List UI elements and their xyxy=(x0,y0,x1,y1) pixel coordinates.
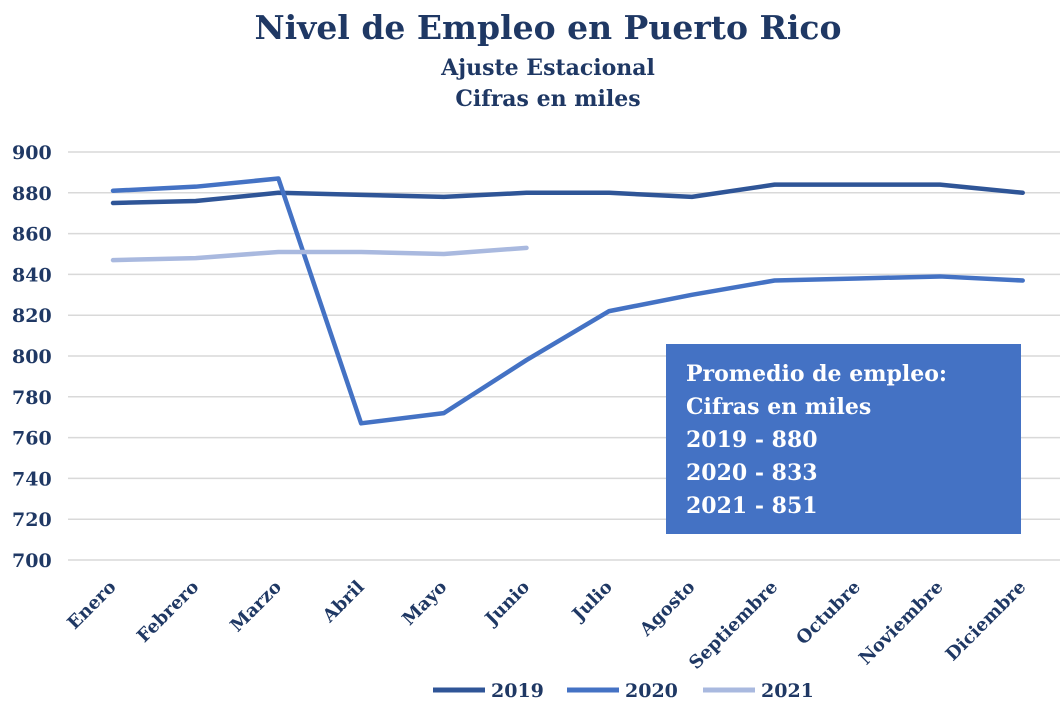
y-tick-label: 720 xyxy=(12,509,52,531)
series-lines xyxy=(110,176,1025,426)
legend-label-2020: 2020 xyxy=(625,680,678,702)
x-tick-label: Diciembre xyxy=(942,577,1031,666)
x-tick-label: Julio xyxy=(567,577,617,627)
y-tick-label: 880 xyxy=(12,183,52,205)
annotation-line-5: 2021 - 851 xyxy=(686,493,818,519)
x-tick-label: Agosto xyxy=(635,577,699,641)
chart-subtitle-1: Ajuste Estacional xyxy=(440,55,655,81)
y-tick-label: 780 xyxy=(12,387,52,409)
y-tick-label: 740 xyxy=(12,468,52,490)
series-line-2019 xyxy=(110,182,1025,206)
y-tick-label: 820 xyxy=(12,305,52,327)
annotation-line-2: Cifras en miles xyxy=(686,394,872,420)
annotation-line-1: Promedio de empleo: xyxy=(686,361,948,387)
legend-label-2021: 2021 xyxy=(761,680,814,702)
y-tick-label: 700 xyxy=(12,550,52,572)
y-tick-label: 900 xyxy=(12,142,52,164)
legend: 2019 2020 2021 xyxy=(433,680,814,702)
average-employment-box: Promedio de empleo: Cifras en miles 2019… xyxy=(666,344,1021,534)
y-axis-ticks: 700 720 740 760 780 800 820 840 860 880 900 xyxy=(12,142,52,572)
x-tick-label: Noviembre xyxy=(855,577,947,669)
x-tick-label: Enero xyxy=(63,577,120,634)
x-tick-label: Junio xyxy=(480,577,534,631)
x-axis-ticks: Enero Febrero Marzo Abril Mayo Junio Julio Agos… xyxy=(63,577,1030,674)
x-tick-label: Abril xyxy=(318,577,369,628)
annotation-line-3: 2019 - 880 xyxy=(686,427,818,453)
x-tick-label: Octubre xyxy=(792,577,865,650)
chart-title: Nivel de Empleo en Puerto Rico xyxy=(254,8,841,47)
x-tick-label: Febrero xyxy=(133,577,203,647)
legend-label-2019: 2019 xyxy=(491,680,544,702)
y-tick-label: 760 xyxy=(12,428,52,450)
y-tick-label: 800 xyxy=(12,346,52,368)
annotation-line-4: 2020 - 833 xyxy=(686,460,818,486)
series-line-2020 xyxy=(110,176,1025,426)
chart-subtitle-2: Cifras en miles xyxy=(455,86,640,112)
y-tick-label: 840 xyxy=(12,264,52,286)
x-tick-label: Mayo xyxy=(398,577,451,630)
series-line-2021 xyxy=(110,245,529,263)
x-tick-label: Septiembre xyxy=(685,577,782,674)
x-tick-label: Marzo xyxy=(226,577,286,637)
y-tick-label: 860 xyxy=(12,224,52,246)
